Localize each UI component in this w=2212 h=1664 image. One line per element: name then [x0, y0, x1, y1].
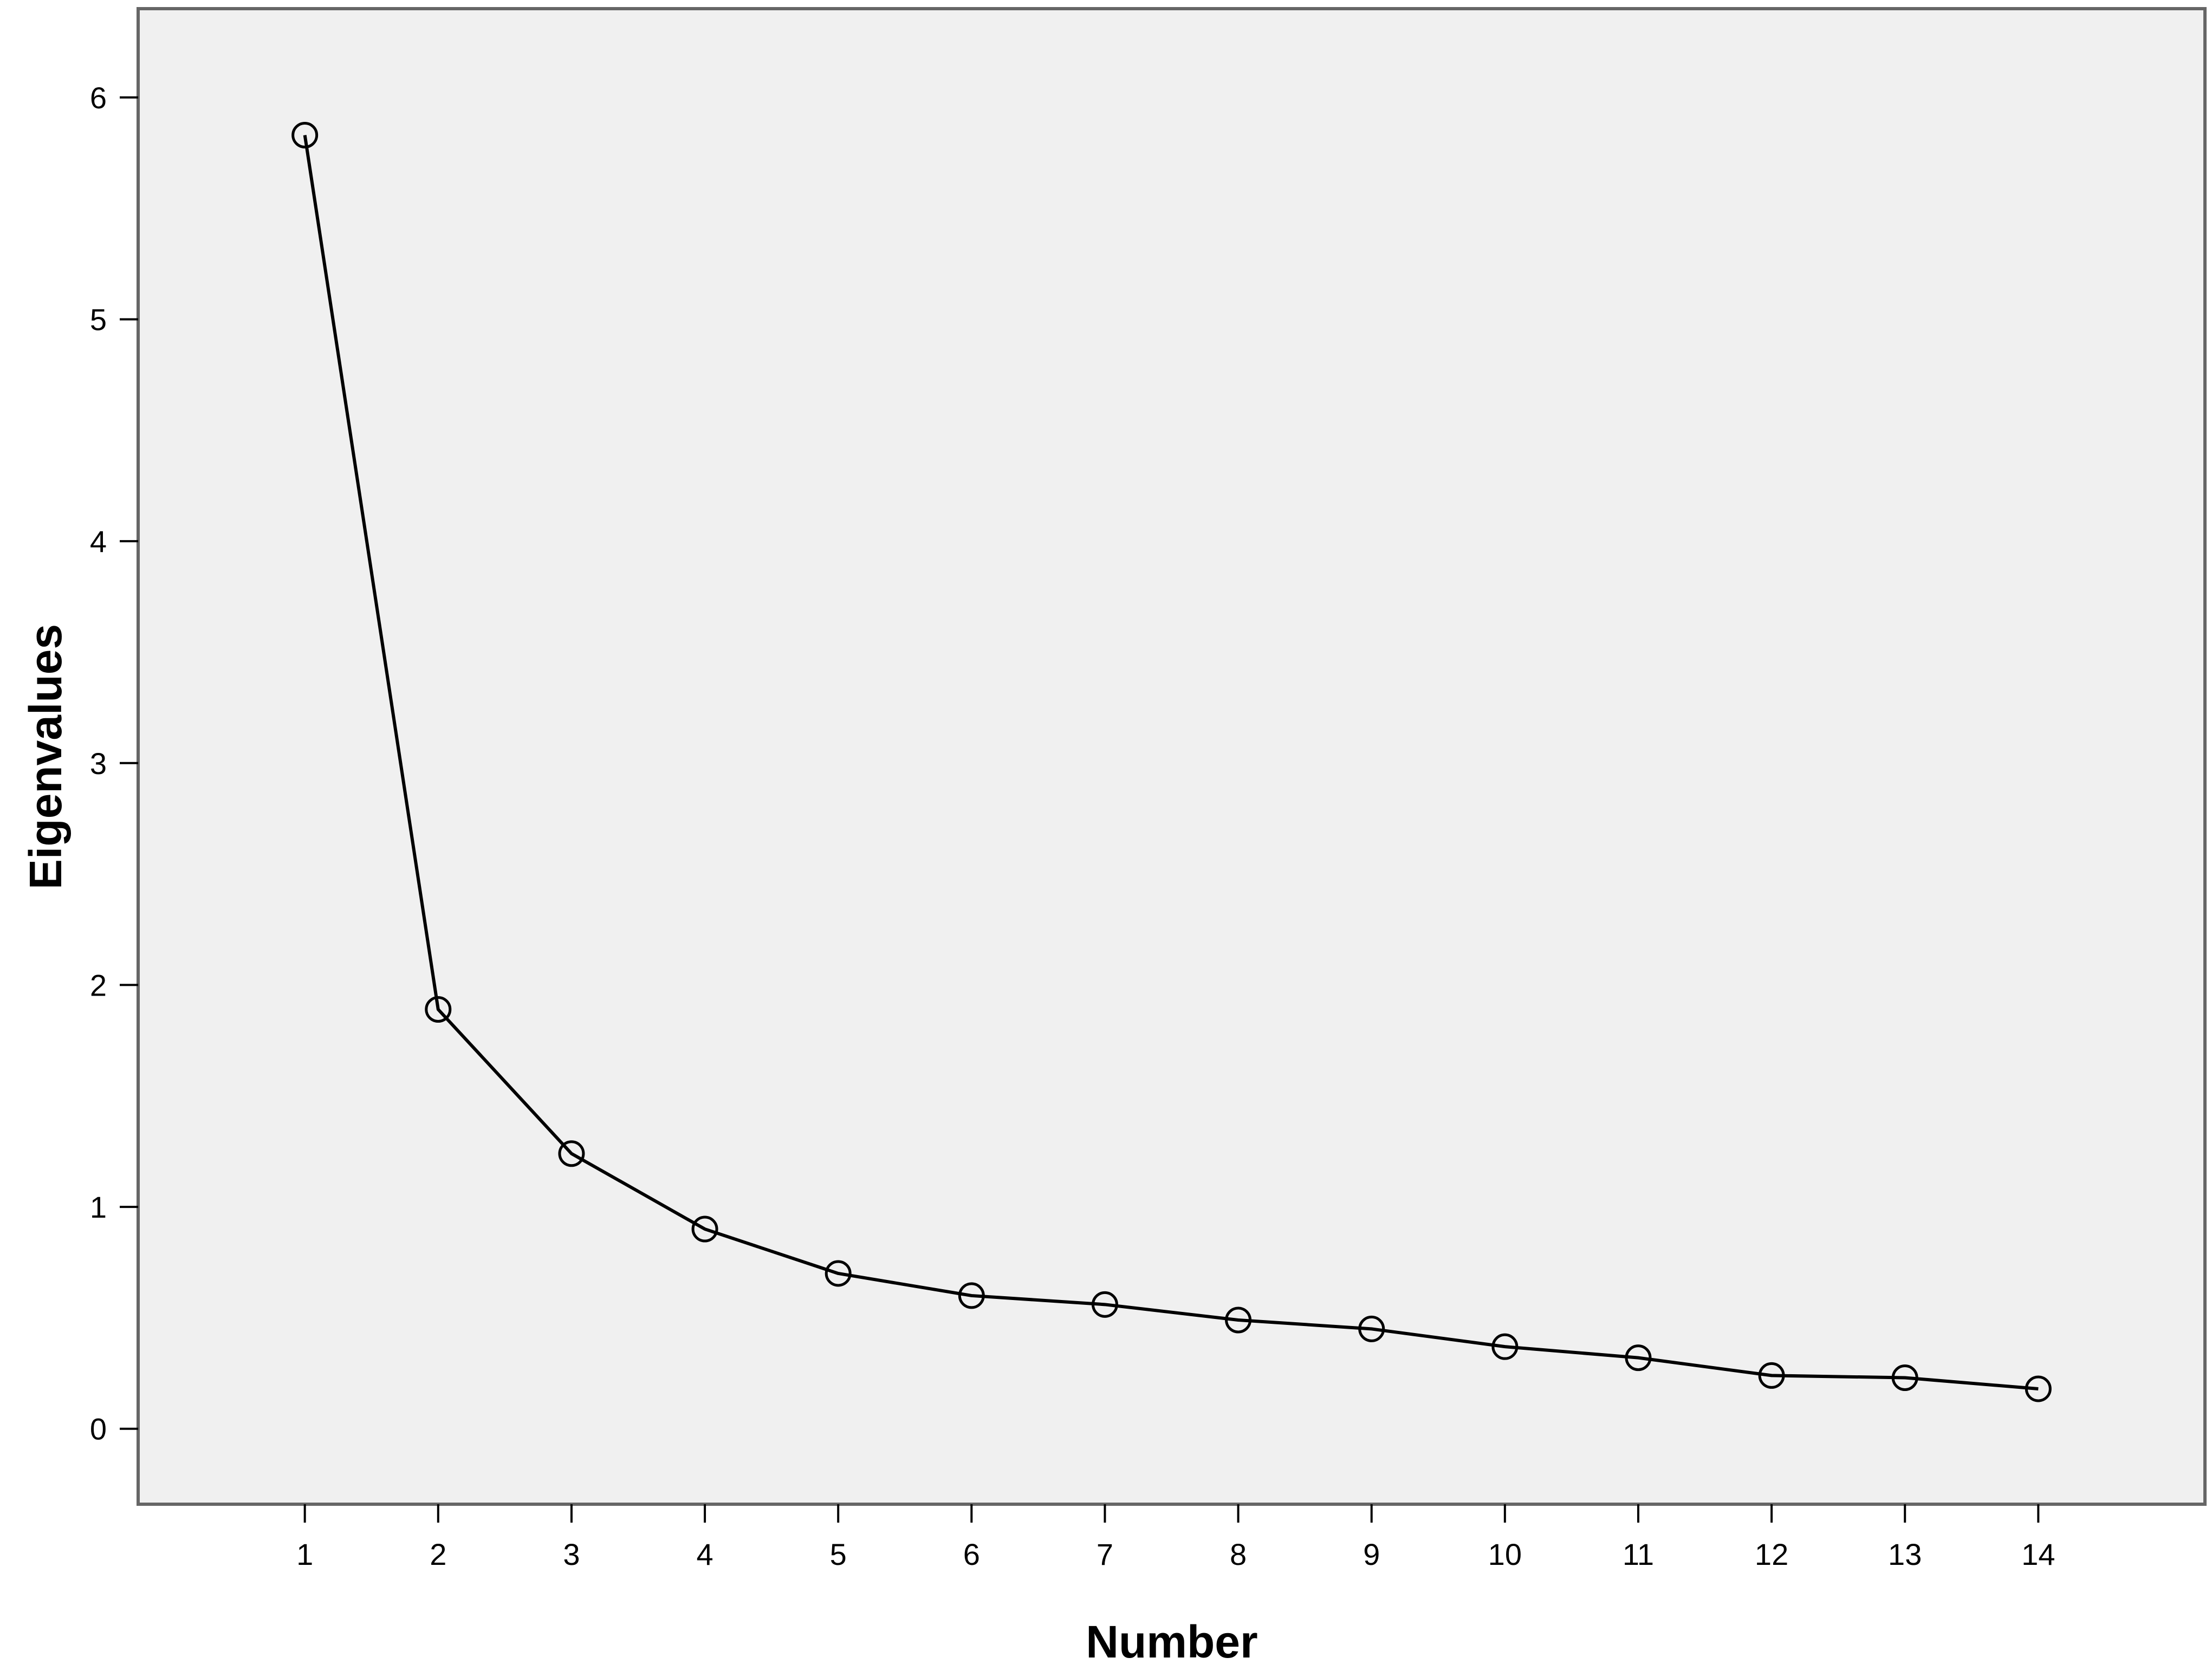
x-tick-label: 1	[296, 1537, 313, 1571]
x-tick-label: 3	[563, 1537, 580, 1571]
y-tick-label: 2	[90, 968, 107, 1002]
data-point	[1091, 1291, 1118, 1318]
plot-area	[137, 7, 2207, 1506]
x-tick-label: 2	[430, 1537, 446, 1571]
x-tick-label: 9	[1363, 1537, 1380, 1571]
data-point	[2025, 1375, 2052, 1402]
x-tick-label: 7	[1097, 1537, 1113, 1571]
data-point	[1491, 1333, 1519, 1360]
x-tick-label: 12	[1755, 1537, 1788, 1571]
data-point	[1625, 1344, 1652, 1372]
y-axis: 0 1 2 3 4 5 6	[90, 81, 138, 1446]
x-axis-title: Number	[1086, 1616, 1257, 1664]
y-tick-label: 1	[90, 1190, 107, 1224]
x-tick-label: 8	[1230, 1537, 1247, 1571]
x-tick-label: 10	[1488, 1537, 1522, 1571]
data-point	[1358, 1315, 1385, 1342]
x-tick-label: 11	[1623, 1537, 1654, 1571]
y-tick-label: 0	[90, 1412, 107, 1446]
data-point	[825, 1260, 852, 1287]
data-point	[291, 121, 319, 148]
data-point	[691, 1216, 718, 1243]
data-point	[425, 996, 452, 1023]
y-tick-label: 4	[90, 524, 107, 558]
series-layer	[291, 121, 2052, 1402]
data-point	[1225, 1306, 1252, 1334]
series-line	[303, 135, 2039, 1390]
x-tick-label: 4	[696, 1537, 713, 1571]
x-tick-label: 14	[2021, 1537, 2055, 1571]
data-point	[1758, 1362, 1785, 1389]
x-axis: 1 2 3 4 5 6 7 8 9 10 11 12 13 14	[296, 1504, 2055, 1571]
y-tick-label: 3	[90, 746, 107, 781]
x-tick-label: 6	[963, 1537, 980, 1571]
data-point	[558, 1140, 585, 1167]
data-point	[958, 1282, 985, 1309]
x-tick-label: 5	[830, 1537, 847, 1571]
y-tick-label: 6	[90, 81, 107, 115]
data-point	[1891, 1364, 1918, 1392]
y-axis-title: Eigenvalues	[20, 624, 71, 889]
x-tick-label: 13	[1888, 1537, 1922, 1571]
y-tick-label: 5	[90, 303, 107, 337]
